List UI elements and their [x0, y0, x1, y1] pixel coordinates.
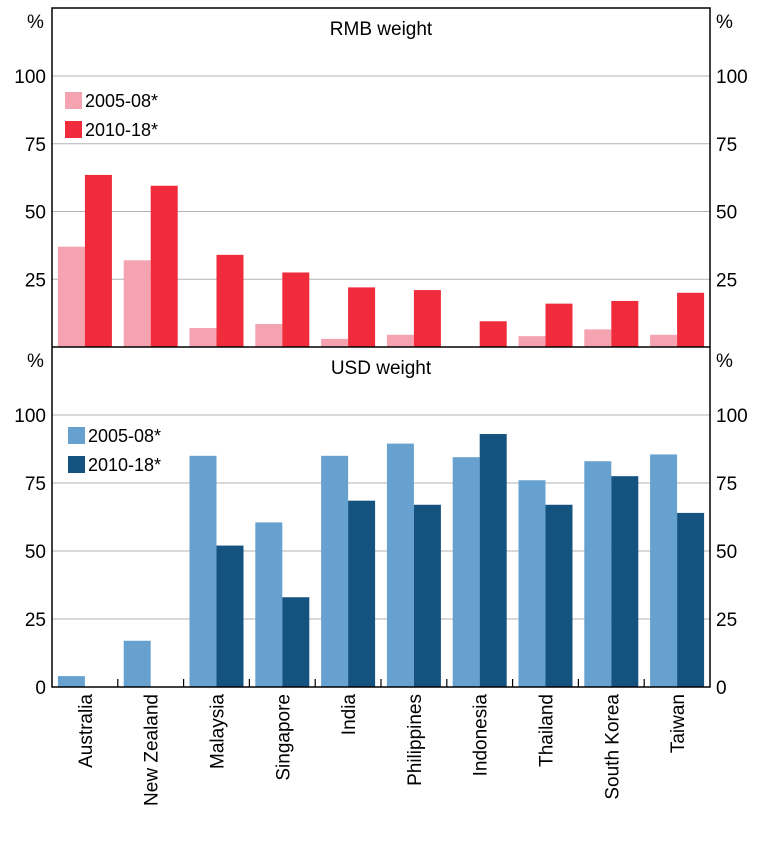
x-category-label: Taiwan: [668, 694, 689, 753]
bar-south-korea-0: [584, 329, 612, 347]
legend-label: 2005-08*: [85, 91, 158, 111]
x-category-label: Thailand: [537, 694, 558, 767]
bar-philippines-0: [386, 443, 414, 687]
panel-rmb: 25 25 50 50 75 75 100 100% % RMB weight 2005-08* 20…: [14, 12, 748, 347]
bar-thailand-0: [518, 336, 546, 347]
legend-label: 2010-18*: [88, 455, 161, 475]
bar-philippines-0: [386, 334, 414, 347]
bar-taiwan-0: [650, 334, 678, 347]
x-category-label: Malaysia: [208, 694, 229, 769]
x-category-label: South Korea: [602, 694, 623, 800]
bar-new-zealand-0: [123, 260, 151, 347]
bar-malaysia-1: [216, 254, 244, 347]
y-tick-label-left: 50: [25, 542, 46, 563]
bar-india-1: [348, 287, 376, 347]
bar-india-0: [321, 338, 349, 347]
bar-india-0: [321, 455, 349, 687]
y-tick-label-left: 75: [25, 474, 46, 495]
bar-singapore-1: [282, 597, 310, 687]
y-tick-label-left: 25: [25, 610, 46, 631]
y-tick-label-right: 100: [716, 406, 748, 427]
y-tick-label-right: 75: [716, 135, 737, 156]
bar-thailand-1: [545, 303, 573, 347]
y-tick-label-right: 0: [716, 678, 727, 699]
bar-south-korea-1: [611, 300, 639, 347]
legend-label: 2010-18*: [85, 120, 158, 140]
panel-usd: 0 0 25 25 50 50 75 75 100 100% % USD weight 2005-08*…: [14, 351, 747, 699]
x-category-label: New Zealand: [142, 694, 163, 806]
bar-thailand-1: [545, 504, 573, 687]
legend-swatch: [68, 456, 85, 473]
bar-singapore-0: [255, 522, 283, 687]
bar-malaysia-1: [216, 545, 244, 687]
panel-title: RMB weight: [330, 19, 433, 40]
y-tick-label-left: 50: [25, 203, 46, 224]
bar-indonesia-1: [479, 321, 507, 347]
bar-malaysia-0: [189, 328, 217, 347]
y-tick-label-right: 25: [716, 610, 737, 631]
y-tick-label-left: 0: [35, 678, 46, 699]
y-tick-label-left: 100: [14, 67, 46, 88]
bar-australia-0: [57, 676, 85, 687]
bar-indonesia-0: [452, 457, 480, 687]
bar-philippines-1: [413, 504, 441, 687]
bar-south-korea-0: [584, 461, 612, 687]
y-tick-label-right: 50: [716, 203, 737, 224]
bar-philippines-1: [413, 290, 441, 347]
bar-indonesia-1: [479, 434, 507, 687]
x-category-label: India: [339, 694, 360, 736]
bar-taiwan-1: [677, 512, 705, 687]
bar-taiwan-0: [650, 454, 678, 687]
y-tick-label-right: 50: [716, 542, 737, 563]
y-tick-label-right: 75: [716, 474, 737, 495]
x-category-label: Philippines: [405, 694, 426, 786]
x-category-label: Australia: [76, 694, 97, 768]
bar-singapore-0: [255, 323, 283, 347]
bar-taiwan-1: [677, 292, 705, 347]
legend-swatch: [65, 121, 82, 138]
legend-label: 2005-08*: [88, 426, 161, 446]
y-tick-label-right: 100: [716, 67, 748, 88]
bar-south-korea-1: [611, 476, 639, 687]
y-tick-label-left: 75: [25, 135, 46, 156]
bar-australia-0: [57, 246, 85, 347]
y-tick-label-right: 25: [716, 270, 737, 291]
x-category-label: Singapore: [273, 694, 294, 781]
bar-new-zealand-1: [150, 185, 178, 347]
bar-australia-1: [84, 174, 112, 347]
panel-title: USD weight: [331, 358, 432, 379]
bar-india-1: [348, 500, 376, 687]
x-category-label: Indonesia: [471, 694, 492, 777]
legend-swatch: [68, 427, 85, 444]
y-tick-label-left: 25: [25, 270, 46, 291]
unit-label-right: %: [716, 351, 733, 372]
bar-malaysia-0: [189, 455, 217, 687]
y-tick-label-left: 100: [14, 406, 46, 427]
bar-singapore-1: [282, 272, 310, 347]
unit-label-left: %: [27, 12, 44, 33]
bar-thailand-0: [518, 480, 546, 687]
bar-new-zealand-0: [123, 640, 151, 687]
unit-label-right: %: [716, 12, 733, 33]
unit-label-left: %: [27, 351, 44, 372]
legend-swatch: [65, 92, 82, 109]
